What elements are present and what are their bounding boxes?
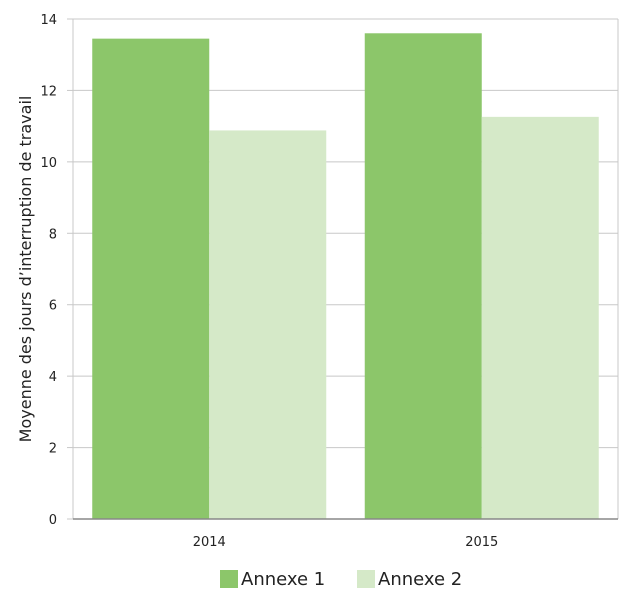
y-tick-label: 10 bbox=[40, 156, 57, 171]
y-axis-ticks: 0 2 4 6 8 10 12 14 bbox=[40, 13, 73, 528]
x-axis-ticks: 2014 2015 bbox=[193, 535, 499, 550]
y-tick-label: 14 bbox=[40, 13, 57, 28]
y-tick-label: 6 bbox=[49, 299, 57, 314]
legend-swatch-1 bbox=[220, 570, 238, 588]
y-tick-label: 0 bbox=[49, 513, 57, 528]
bar-annexe-2-2014 bbox=[209, 130, 327, 519]
legend: Annexe 1 Annexe 2 bbox=[220, 569, 462, 589]
bar-annexe-1-2014 bbox=[92, 38, 210, 520]
y-tick-label: 12 bbox=[40, 84, 57, 99]
legend-label-2: Annexe 2 bbox=[378, 569, 462, 589]
x-tick-label: 2014 bbox=[193, 535, 226, 550]
x-tick-label: 2015 bbox=[465, 535, 498, 550]
bar-annexe-2-2015 bbox=[481, 116, 599, 519]
y-axis-label: Moyenne des jours d’interruption de trav… bbox=[16, 96, 35, 443]
y-tick-label: 2 bbox=[49, 442, 57, 457]
legend-swatch-2 bbox=[357, 570, 375, 588]
bar-annexe-1-2015 bbox=[364, 33, 482, 520]
y-tick-label: 8 bbox=[49, 227, 57, 242]
legend-label-1: Annexe 1 bbox=[241, 569, 325, 589]
y-tick-label: 4 bbox=[49, 370, 57, 385]
bars bbox=[92, 33, 599, 520]
